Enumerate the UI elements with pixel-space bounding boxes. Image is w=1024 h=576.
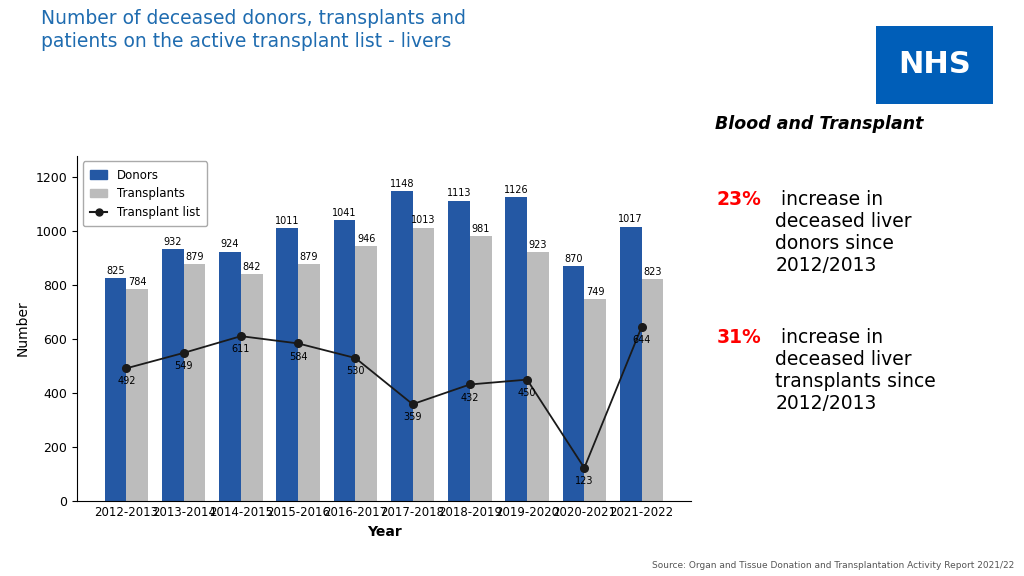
Text: 1013: 1013	[412, 215, 436, 225]
Text: 1148: 1148	[389, 179, 414, 189]
Bar	[620, 226, 641, 501]
Bar	[104, 278, 127, 501]
Text: 584: 584	[289, 351, 307, 362]
Bar	[276, 228, 298, 501]
Bar	[391, 191, 413, 501]
Text: 1011: 1011	[275, 216, 300, 226]
Bar	[585, 299, 606, 501]
Text: patients on the active transplant list - livers: patients on the active transplant list -…	[41, 32, 452, 51]
Bar	[241, 274, 263, 501]
Text: 450: 450	[518, 388, 537, 397]
Bar	[527, 252, 549, 501]
Text: 549: 549	[174, 361, 193, 371]
Text: 492: 492	[117, 376, 136, 386]
X-axis label: Year: Year	[367, 525, 401, 539]
Text: 749: 749	[586, 287, 604, 297]
Bar	[355, 246, 377, 501]
Text: 359: 359	[403, 412, 422, 422]
Text: 823: 823	[643, 267, 662, 276]
Text: NHS: NHS	[898, 50, 971, 79]
Text: 946: 946	[357, 233, 376, 244]
Text: 31%: 31%	[717, 328, 762, 347]
Bar	[162, 249, 183, 501]
Text: 924: 924	[221, 240, 240, 249]
Bar	[505, 197, 527, 501]
Text: 923: 923	[528, 240, 547, 250]
Text: 1126: 1126	[504, 185, 528, 195]
Bar	[334, 220, 355, 501]
Text: Number of deceased donors, transplants and: Number of deceased donors, transplants a…	[41, 9, 466, 28]
Bar	[413, 228, 434, 501]
Text: increase in
deceased liver
donors since
2012/2013: increase in deceased liver donors since …	[775, 190, 911, 275]
Bar	[449, 200, 470, 501]
Bar	[562, 266, 585, 501]
Bar	[127, 289, 148, 501]
Text: increase in
deceased liver
transplants since
2012/2013: increase in deceased liver transplants s…	[775, 328, 936, 414]
Text: Source: Organ and Tissue Donation and Transplantation Activity Report 2021/22: Source: Organ and Tissue Donation and Tr…	[651, 561, 1014, 570]
Text: 530: 530	[346, 366, 365, 376]
Bar	[298, 264, 319, 501]
Text: 432: 432	[461, 393, 479, 403]
Legend: Donors, Transplants, Transplant list: Donors, Transplants, Transplant list	[83, 161, 207, 226]
Text: 123: 123	[575, 476, 594, 486]
Text: 784: 784	[128, 277, 146, 287]
Bar	[470, 236, 492, 501]
Text: 879: 879	[300, 252, 318, 262]
Text: 1017: 1017	[618, 214, 643, 225]
Text: 644: 644	[633, 335, 650, 346]
Text: 23%: 23%	[717, 190, 762, 209]
Text: 1113: 1113	[446, 188, 471, 199]
Text: 981: 981	[471, 224, 489, 234]
Bar	[219, 252, 241, 501]
Text: 870: 870	[564, 254, 583, 264]
Text: 842: 842	[243, 262, 261, 272]
Bar	[641, 279, 664, 501]
Text: 932: 932	[164, 237, 182, 247]
Text: 1041: 1041	[332, 208, 356, 218]
Bar	[183, 264, 206, 501]
Text: 611: 611	[231, 344, 250, 354]
Text: 825: 825	[106, 266, 125, 276]
Text: Blood and Transplant: Blood and Transplant	[715, 115, 923, 133]
Text: 879: 879	[185, 252, 204, 262]
Y-axis label: Number: Number	[15, 301, 30, 356]
